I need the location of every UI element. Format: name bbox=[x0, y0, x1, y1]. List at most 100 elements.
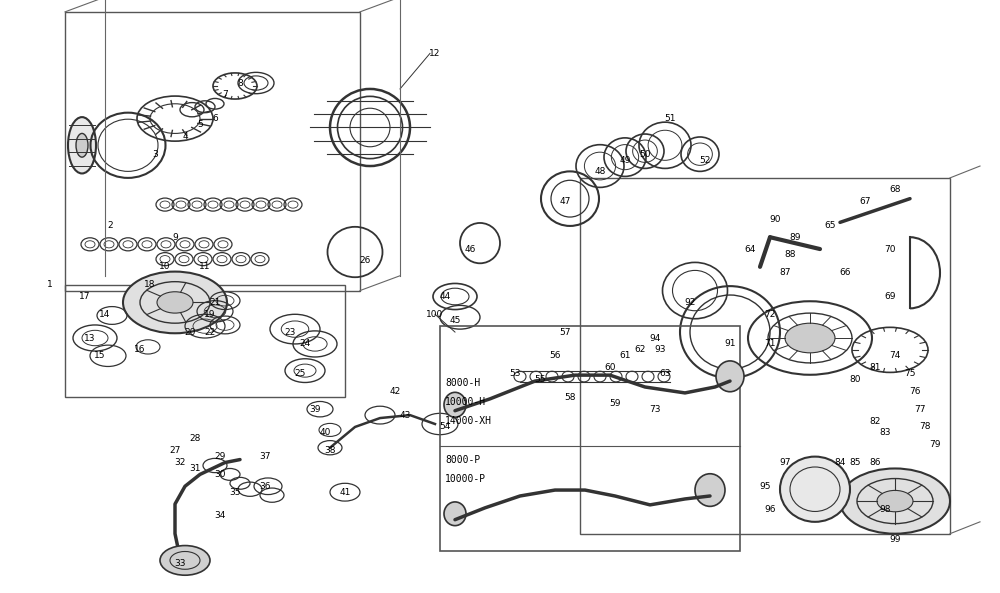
Text: 59: 59 bbox=[609, 398, 621, 408]
Ellipse shape bbox=[68, 117, 96, 174]
Text: 47: 47 bbox=[559, 197, 571, 206]
Text: 68: 68 bbox=[889, 185, 901, 195]
Text: 89: 89 bbox=[789, 232, 801, 242]
Text: 24: 24 bbox=[299, 339, 311, 349]
Text: 88: 88 bbox=[784, 250, 796, 260]
Text: 2: 2 bbox=[107, 221, 113, 230]
Text: 32: 32 bbox=[174, 458, 186, 467]
Text: 96: 96 bbox=[764, 505, 776, 515]
Text: 66: 66 bbox=[839, 268, 851, 278]
Text: 56: 56 bbox=[549, 351, 561, 361]
Text: 14000-XH: 14000-XH bbox=[445, 416, 492, 426]
Text: 85: 85 bbox=[849, 458, 861, 467]
Text: 18: 18 bbox=[144, 280, 156, 289]
Text: 21: 21 bbox=[209, 298, 221, 307]
Text: 46: 46 bbox=[464, 244, 476, 254]
Text: 52: 52 bbox=[699, 155, 711, 165]
Text: 10000-H: 10000-H bbox=[445, 397, 486, 407]
Text: 69: 69 bbox=[884, 292, 896, 301]
Text: 11: 11 bbox=[199, 262, 211, 272]
Text: 34: 34 bbox=[214, 511, 226, 521]
Text: 1: 1 bbox=[47, 280, 53, 289]
Bar bbox=[65, 12, 360, 291]
Ellipse shape bbox=[716, 361, 744, 392]
Text: 33: 33 bbox=[174, 559, 186, 568]
Ellipse shape bbox=[695, 474, 725, 506]
Text: 14: 14 bbox=[99, 310, 111, 319]
Text: 57: 57 bbox=[559, 327, 571, 337]
Text: 45: 45 bbox=[449, 315, 461, 325]
Text: 48: 48 bbox=[594, 167, 606, 177]
Text: 26: 26 bbox=[359, 256, 371, 266]
Text: 27: 27 bbox=[169, 446, 181, 455]
Text: 15: 15 bbox=[94, 351, 106, 361]
Text: 8000-H: 8000-H bbox=[445, 378, 480, 388]
Bar bbox=[65, 285, 345, 397]
Text: 91: 91 bbox=[724, 339, 736, 349]
Text: 50: 50 bbox=[639, 149, 651, 159]
Text: 10: 10 bbox=[159, 262, 171, 272]
Text: 20: 20 bbox=[184, 327, 196, 337]
Text: 55: 55 bbox=[534, 375, 546, 384]
Text: 7: 7 bbox=[222, 90, 228, 100]
Text: 37: 37 bbox=[259, 452, 271, 461]
Text: 29: 29 bbox=[214, 452, 226, 461]
Text: 39: 39 bbox=[309, 404, 321, 414]
Text: 62: 62 bbox=[634, 345, 646, 355]
Circle shape bbox=[785, 323, 835, 353]
Text: 8: 8 bbox=[237, 78, 243, 88]
Text: 60: 60 bbox=[604, 363, 616, 372]
Bar bbox=[580, 178, 950, 534]
Text: 4: 4 bbox=[182, 132, 188, 141]
Text: 75: 75 bbox=[904, 369, 916, 378]
Text: 3: 3 bbox=[152, 149, 158, 159]
Text: 19: 19 bbox=[204, 310, 216, 319]
Text: 61: 61 bbox=[619, 351, 631, 361]
Text: 100: 100 bbox=[426, 310, 444, 319]
Text: 44: 44 bbox=[439, 292, 451, 301]
Text: 30: 30 bbox=[214, 470, 226, 479]
Text: 31: 31 bbox=[189, 464, 201, 473]
Text: 12: 12 bbox=[429, 49, 441, 58]
Text: 16: 16 bbox=[134, 345, 146, 355]
Text: 74: 74 bbox=[889, 351, 901, 361]
Circle shape bbox=[877, 490, 913, 512]
Text: 67: 67 bbox=[859, 197, 871, 206]
Text: 58: 58 bbox=[564, 393, 576, 402]
Text: 28: 28 bbox=[189, 434, 201, 444]
Text: 43: 43 bbox=[399, 410, 411, 420]
Text: 79: 79 bbox=[929, 440, 941, 449]
Text: 49: 49 bbox=[619, 155, 631, 165]
Text: 25: 25 bbox=[294, 369, 306, 378]
Text: 64: 64 bbox=[744, 244, 756, 254]
Text: 13: 13 bbox=[84, 333, 96, 343]
Text: 73: 73 bbox=[649, 404, 661, 414]
Text: 63: 63 bbox=[659, 369, 671, 378]
Text: 36: 36 bbox=[259, 482, 271, 491]
Text: 97: 97 bbox=[779, 458, 791, 467]
Text: 51: 51 bbox=[664, 114, 676, 123]
Ellipse shape bbox=[444, 502, 466, 525]
Bar bbox=[440, 326, 740, 551]
Text: 17: 17 bbox=[79, 292, 91, 301]
Text: 54: 54 bbox=[439, 422, 451, 432]
Text: 41: 41 bbox=[339, 487, 351, 497]
Text: 72: 72 bbox=[764, 310, 776, 319]
Text: 93: 93 bbox=[654, 345, 666, 355]
Circle shape bbox=[840, 468, 950, 534]
Circle shape bbox=[123, 272, 227, 333]
Text: 81: 81 bbox=[869, 363, 881, 372]
Ellipse shape bbox=[780, 457, 850, 522]
Text: 80: 80 bbox=[849, 375, 861, 384]
Text: 6: 6 bbox=[212, 114, 218, 123]
Text: 22: 22 bbox=[204, 327, 216, 337]
Text: 82: 82 bbox=[869, 416, 881, 426]
Text: 90: 90 bbox=[769, 215, 781, 224]
Text: 5: 5 bbox=[197, 120, 203, 129]
Circle shape bbox=[160, 546, 210, 575]
Circle shape bbox=[157, 292, 193, 313]
Ellipse shape bbox=[76, 133, 88, 157]
Text: 35: 35 bbox=[229, 487, 241, 497]
Text: 92: 92 bbox=[684, 298, 696, 307]
Text: 42: 42 bbox=[389, 387, 401, 396]
